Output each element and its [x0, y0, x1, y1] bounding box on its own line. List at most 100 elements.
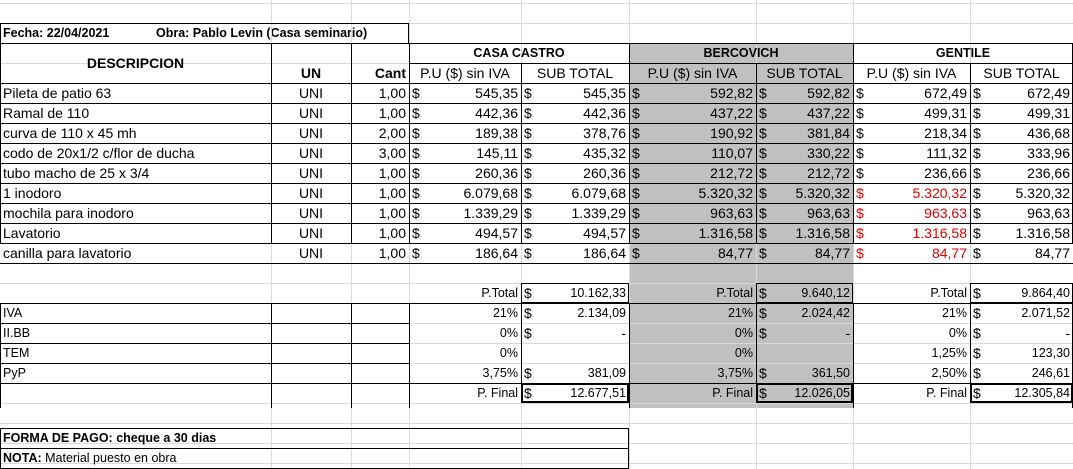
item-amount[interactable]: 111,32	[926, 145, 967, 161]
column-header-pu[interactable]: P.U ($) sin IVA	[866, 65, 957, 81]
currency-symbol[interactable]: $	[973, 285, 981, 301]
summary-amount[interactable]: -	[621, 325, 626, 341]
item-amount[interactable]: 592,82	[807, 85, 850, 101]
summary-amount[interactable]: 9.640,12	[801, 285, 850, 300]
item-description[interactable]: 1 inodoro	[3, 185, 62, 201]
item-amount[interactable]: 84,77	[1034, 245, 1070, 261]
item-amount[interactable]: 378,76	[583, 125, 626, 141]
summary-amount[interactable]: 123,30	[1031, 345, 1070, 360]
item-amount[interactable]: 499,31	[924, 105, 967, 121]
item-amount[interactable]: 5.320,32	[795, 185, 851, 201]
summary-label-cell[interactable]: P.Total	[930, 285, 967, 300]
currency-symbol[interactable]: $	[632, 145, 640, 161]
currency-symbol[interactable]: $	[632, 245, 640, 261]
item-quantity[interactable]: 1,00	[378, 245, 406, 261]
item-quantity[interactable]: 3,00	[378, 145, 406, 161]
currency-symbol[interactable]: $	[973, 365, 981, 381]
item-quantity[interactable]: 1,00	[378, 185, 406, 201]
currency-symbol[interactable]: $	[973, 305, 981, 321]
currency-symbol[interactable]: $	[856, 205, 864, 221]
currency-symbol[interactable]: $	[856, 165, 864, 181]
item-quantity[interactable]: 1,00	[378, 165, 406, 181]
currency-symbol[interactable]: $	[524, 165, 532, 181]
summary-label-cell[interactable]: 0%	[948, 325, 967, 340]
summary-label-cell[interactable]: 0%	[499, 345, 518, 360]
currency-symbol[interactable]: $	[759, 85, 767, 101]
currency-symbol[interactable]: $	[524, 105, 532, 121]
item-description[interactable]: tubo macho de 25 x 3/4	[3, 165, 150, 181]
currency-symbol[interactable]: $	[759, 165, 767, 181]
item-amount[interactable]: 963,63	[1027, 205, 1070, 221]
item-amount[interactable]: 333,96	[1027, 145, 1070, 161]
summary-label-cell[interactable]: P. Final	[477, 385, 518, 400]
item-amount[interactable]: 236,66	[924, 165, 967, 181]
item-amount[interactable]: 260,36	[475, 165, 518, 181]
item-amount[interactable]: 84,77	[717, 245, 753, 261]
item-amount[interactable]: 494,57	[475, 225, 518, 241]
item-unit[interactable]: UNI	[298, 245, 324, 261]
currency-symbol[interactable]: $	[759, 365, 767, 381]
currency-symbol[interactable]: $	[412, 125, 420, 141]
currency-symbol[interactable]: $	[412, 245, 420, 261]
currency-symbol[interactable]: $	[856, 85, 864, 101]
summary-label-cell[interactable]: 0%	[734, 325, 753, 340]
currency-symbol[interactable]: $	[524, 205, 532, 221]
item-description[interactable]: Ramal de 110	[3, 105, 90, 121]
item-amount[interactable]: 499,31	[1027, 105, 1070, 121]
currency-symbol[interactable]: $	[412, 105, 420, 121]
currency-symbol[interactable]: $	[856, 225, 864, 241]
item-amount[interactable]: 545,35	[475, 85, 518, 101]
item-amount[interactable]: 672,49	[1027, 85, 1070, 101]
item-amount[interactable]: 5.320,32	[1015, 185, 1071, 201]
item-quantity[interactable]: 2,00	[378, 125, 406, 141]
item-description[interactable]: mochila para inodoro	[3, 205, 134, 221]
summary-label[interactable]: IVA	[3, 305, 23, 320]
summary-amount[interactable]: 246,61	[1031, 365, 1070, 380]
summary-label-cell[interactable]: 3,75%	[482, 365, 518, 380]
currency-symbol[interactable]: $	[973, 345, 981, 361]
summary-amount[interactable]: 10.162,33	[570, 285, 626, 300]
header-fecha[interactable]: Fecha: 22/04/2021	[3, 25, 110, 40]
forma-de-pago[interactable]: FORMA DE PAGO: cheque a 30 dias	[3, 430, 217, 445]
currency-symbol[interactable]: $	[524, 245, 532, 261]
summary-label[interactable]: TEM	[3, 345, 30, 360]
item-amount[interactable]: 437,22	[807, 105, 850, 121]
item-description[interactable]: curva de 110 x 45 mh	[3, 125, 137, 141]
summary-amount[interactable]: -	[1065, 325, 1070, 341]
column-header-subtotal[interactable]: SUB TOTAL	[766, 65, 843, 81]
currency-symbol[interactable]: $	[759, 125, 767, 141]
currency-symbol[interactable]: $	[412, 205, 420, 221]
item-unit[interactable]: UNI	[298, 225, 324, 241]
summary-label-cell[interactable]: 0%	[499, 325, 518, 340]
item-amount[interactable]: 260,36	[583, 165, 626, 181]
currency-symbol[interactable]: $	[973, 85, 981, 101]
summary-amount[interactable]: 2.071,52	[1021, 305, 1070, 320]
item-amount[interactable]: 672,49	[924, 85, 967, 101]
column-header-cant[interactable]: Cant	[374, 65, 406, 81]
item-amount[interactable]: 1.316,58	[698, 225, 754, 241]
currency-symbol[interactable]: $	[759, 305, 767, 321]
item-quantity[interactable]: 1,00	[378, 205, 406, 221]
item-amount[interactable]: 145,11	[476, 145, 518, 161]
summary-label-cell[interactable]: 2,50%	[931, 365, 967, 380]
column-header-subtotal[interactable]: SUB TOTAL	[536, 65, 614, 81]
currency-symbol[interactable]: $	[759, 325, 767, 341]
summary-amount[interactable]: 9.864,40	[1021, 285, 1070, 300]
item-amount[interactable]: 442,36	[475, 105, 518, 121]
item-amount[interactable]: 963,63	[924, 205, 967, 221]
currency-symbol[interactable]: $	[856, 145, 864, 161]
item-amount[interactable]: 1.316,58	[795, 225, 851, 241]
item-amount[interactable]: 436,68	[1027, 125, 1070, 141]
currency-symbol[interactable]: $	[412, 145, 420, 161]
summary-amount[interactable]: -	[845, 325, 850, 341]
currency-symbol[interactable]: $	[759, 205, 767, 221]
column-header-descripcion[interactable]: DESCRIPCION	[86, 55, 185, 71]
summary-amount[interactable]: 12.677,51	[570, 385, 626, 400]
currency-symbol[interactable]: $	[412, 85, 420, 101]
currency-symbol[interactable]: $	[524, 225, 532, 241]
currency-symbol[interactable]: $	[524, 365, 532, 381]
item-unit[interactable]: UNI	[298, 205, 324, 221]
item-amount[interactable]: 189,38	[475, 125, 518, 141]
vendor-name[interactable]: CASA CASTRO	[473, 45, 565, 60]
summary-label[interactable]: PyP	[3, 365, 26, 380]
